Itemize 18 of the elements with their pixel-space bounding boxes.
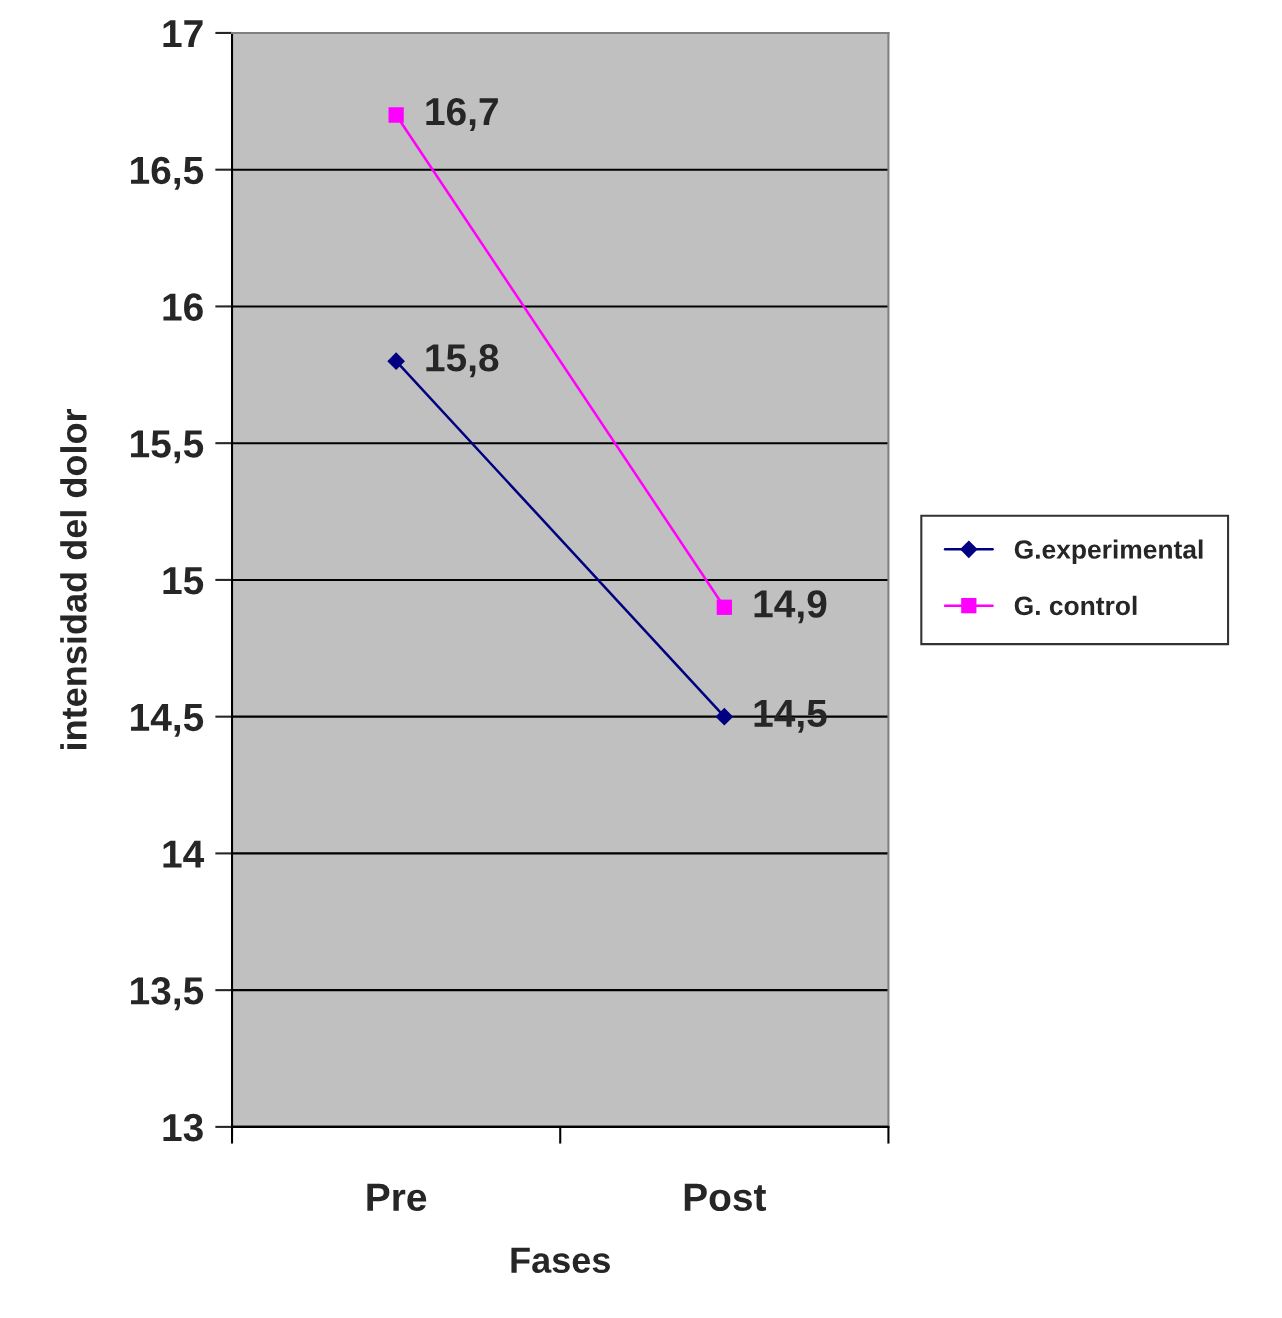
- y-tick-label: 15: [163, 567, 204, 595]
- y-tick-label: 17: [163, 20, 203, 48]
- y-axis-title: intensidad del dolor: [60, 408, 87, 749]
- data-label: 16,7: [426, 97, 498, 132]
- y-tick-label: 16,5: [131, 156, 204, 190]
- x-tick-label: Post: [684, 1183, 766, 1212]
- y-tick-label: 14,5: [131, 704, 204, 737]
- x-axis-title: Fases: [511, 1247, 610, 1273]
- data-label: 15,8: [426, 344, 499, 378]
- y-tick-label: 15,5: [131, 430, 204, 464]
- data-label: 14,9: [754, 590, 827, 624]
- y-tick-label: 16: [163, 293, 203, 321]
- legend-label: G. control: [1014, 595, 1137, 616]
- x-tick-label: Pre: [367, 1183, 427, 1212]
- y-tick-label: 13: [163, 1113, 203, 1142]
- legend-label: G.experimental: [1014, 539, 1203, 565]
- y-tick-label: 13,5: [131, 977, 204, 1011]
- y-tick-label: 14: [163, 840, 205, 868]
